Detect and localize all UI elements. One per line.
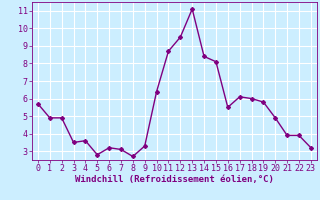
- X-axis label: Windchill (Refroidissement éolien,°C): Windchill (Refroidissement éolien,°C): [75, 175, 274, 184]
